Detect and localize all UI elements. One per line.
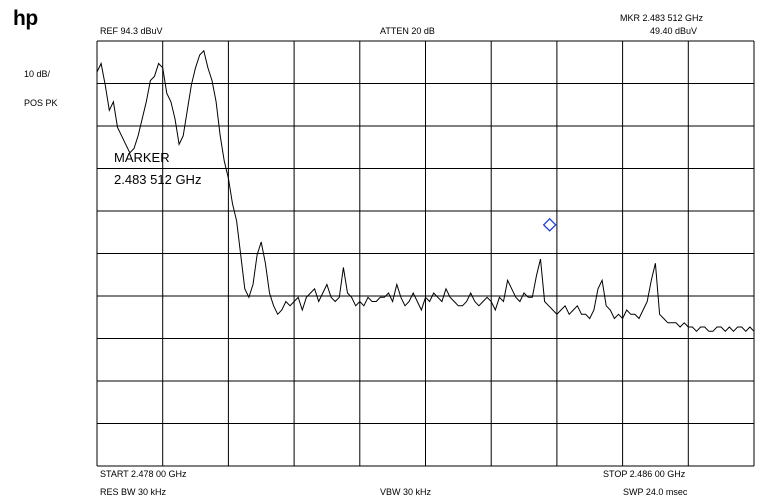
- marker-annotation-title: MARKER: [114, 150, 170, 165]
- scale-label: 10 dB/: [24, 69, 51, 79]
- hp-logo: hp: [13, 7, 38, 30]
- marker-amplitude-readout: 49.40 dBuV: [650, 26, 698, 36]
- trace-layer: [96, 49, 755, 333]
- graticule: [96, 40, 755, 467]
- marker-diamond: [542, 217, 557, 232]
- video-bandwidth-label: VBW 30 kHz: [380, 487, 432, 497]
- stop-frequency-label: STOP 2.486 00 GHz: [603, 469, 686, 479]
- ref-level-label: REF 94.3 dBuV: [100, 26, 163, 36]
- spectrum-trace: [96, 49, 755, 333]
- resolution-bandwidth-label: RES BW 30 kHz: [100, 487, 167, 497]
- marker-frequency-readout: MKR 2.483 512 GHz: [620, 13, 704, 23]
- marker-annotation-frequency: 2.483 512 GHz: [114, 172, 201, 187]
- attenuation-label: ATTEN 20 dB: [380, 26, 435, 36]
- sweep-time-label: SWP 24.0 msec: [623, 487, 688, 497]
- marker-layer: [542, 217, 557, 232]
- detector-label: POS PK: [24, 98, 58, 108]
- start-frequency-label: START 2.478 00 GHz: [100, 469, 187, 479]
